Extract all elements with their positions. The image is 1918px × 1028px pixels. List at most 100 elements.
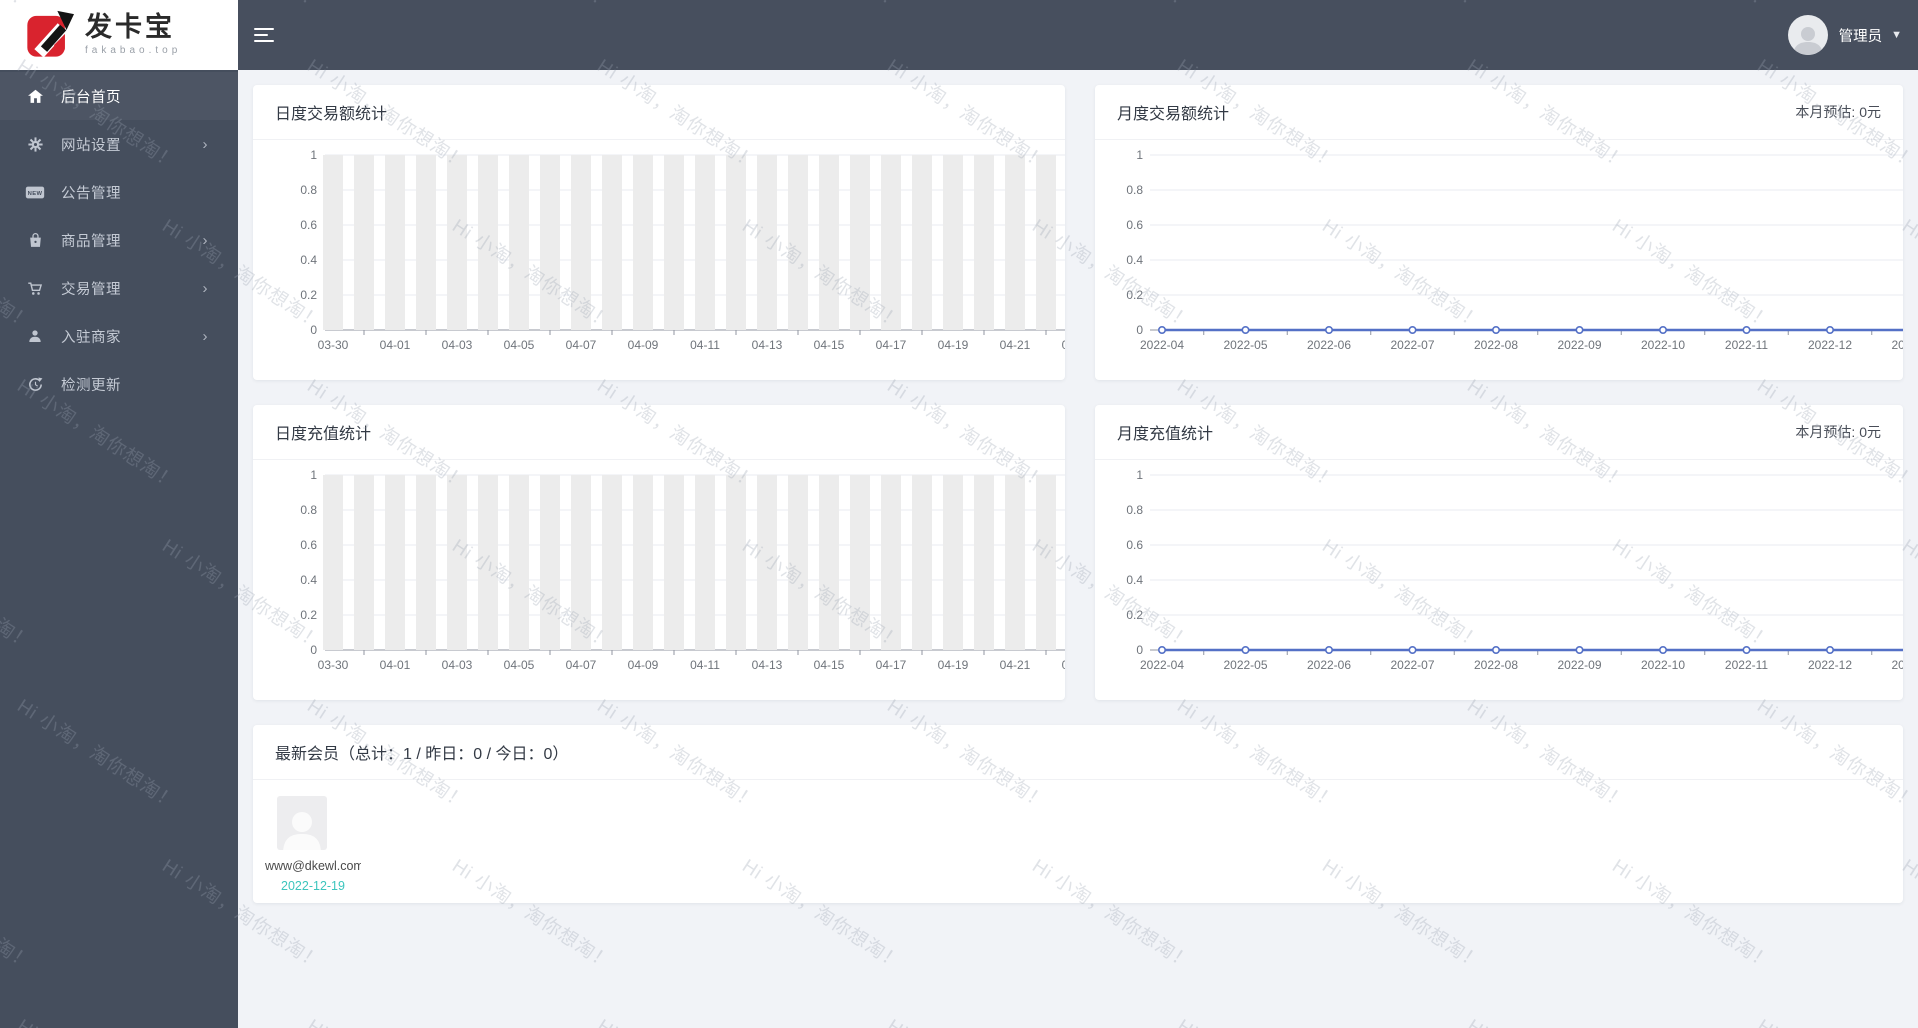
main-content: 日度交易额统计 0 0.2 0.4 0.6 0.8 1 03-30 04-01 04-03 04-… [238,70,1918,1028]
svg-text:0.2: 0.2 [1126,608,1143,622]
card-latest-members: 最新会员（总计：1 / 昨日：0 / 今日：0） www@dkewl.com 2… [253,725,1903,903]
chevron-right-icon: › [202,327,208,345]
svg-text:04-23: 04-23 [1062,658,1065,672]
svg-text:04-15: 04-15 [814,338,845,352]
sidebar-item-label: 交易管理 [61,281,121,298]
card-title: 月度交易额统计 [1117,106,1230,123]
chart-daily-trade: 0 0.2 0.4 0.6 0.8 1 03-30 04-01 04-03 04-05 04-07 0… [253,140,1065,379]
update-icon [24,376,46,393]
svg-text:04-11: 04-11 [690,658,720,672]
svg-text:03-30: 03-30 [318,338,349,352]
sidebar-item-transactions[interactable]: 交易管理 › [0,264,238,312]
svg-text:0.6: 0.6 [300,218,317,232]
svg-text:04-09: 04-09 [628,658,659,672]
top-header: 管理员 ▼ [238,0,1918,70]
sidebar-item-label: 商品管理 [61,233,121,250]
svg-text:04-03: 04-03 [442,338,473,352]
svg-text:04-13: 04-13 [752,338,783,352]
svg-text:0.6: 0.6 [300,538,317,552]
svg-text:NEW: NEW [28,191,43,197]
card-daily-recharge: 日度充值统计 0 0.2 0.4 0.6 0.8 1 03-30 04-01 04-03 04-0… [253,405,1065,700]
svg-text:2022-11: 2022-11 [1725,658,1768,672]
sidebar-item-products[interactable]: 商品管理 › [0,216,238,264]
logo-icon [24,10,74,60]
svg-text:04-15: 04-15 [814,658,845,672]
user-avatar [1787,15,1828,55]
cart-icon [24,280,46,297]
svg-text:04-01: 04-01 [380,658,411,672]
user-menu[interactable]: 管理员 ▼ [1787,15,1902,55]
card-monthly-trade: 月度交易额统计 本月预估: 0元 0 0.2 0.4 0.6 0.8 1 2022-04 20… [1095,85,1903,380]
card-title: 月度充值统计 [1117,426,1214,443]
svg-text:0.2: 0.2 [300,288,317,302]
svg-text:04-19: 04-19 [938,338,969,352]
svg-text:2022-05: 2022-05 [1223,338,1267,352]
svg-text:1: 1 [310,468,317,482]
sidebar-item-label: 后台首页 [61,89,121,106]
svg-text:04-09: 04-09 [628,338,659,352]
caret-down-icon: ▼ [1891,29,1902,41]
app-logo[interactable]: 发卡宝 fakabao.top [0,0,238,70]
sidebar-item-merchants[interactable]: 入驻商家 › [0,312,238,360]
svg-text:0.4: 0.4 [1126,573,1143,587]
sidebar-item-label: 网站设置 [61,137,121,154]
chart-monthly-trade: 0 0.2 0.4 0.6 0.8 1 2022-04 2022-05 2022-06 2022-… [1095,140,1903,379]
svg-text:2022-12: 2022-12 [1808,338,1852,352]
member-register-date: 2022-12-19 [281,879,345,893]
sidebar-item-home[interactable]: 后台首页 [0,72,238,120]
svg-text:0: 0 [1136,643,1143,657]
sidebar-toggle-icon[interactable] [254,18,288,52]
svg-text:2022-04: 2022-04 [1140,658,1184,672]
month-estimate-label: 本月预估: 0元 [1795,424,1881,440]
svg-text:2022-08: 2022-08 [1474,338,1518,352]
brand-domain: fakabao.top [85,45,182,56]
svg-text:0.8: 0.8 [1126,503,1143,517]
svg-text:0.2: 0.2 [1126,288,1143,302]
svg-text:1: 1 [1136,468,1143,482]
svg-text:1: 1 [310,148,317,162]
svg-text:2022-08: 2022-08 [1474,658,1518,672]
svg-text:2022-07: 2022-07 [1390,658,1434,672]
member-avatar [277,796,327,850]
card-daily-trade: 日度交易额统计 0 0.2 0.4 0.6 0.8 1 03-30 04-01 04-03 04-… [253,85,1065,380]
svg-text:2023-01: 2023-01 [1891,658,1903,672]
svg-text:04-17: 04-17 [876,658,907,672]
announcement-new-icon: NEW [24,185,46,200]
svg-text:04-05: 04-05 [504,338,535,352]
sidebar-item-label: 检测更新 [61,377,121,394]
svg-text:2022-06: 2022-06 [1307,338,1351,352]
svg-text:2022-10: 2022-10 [1641,338,1685,352]
chevron-right-icon: › [202,279,208,297]
svg-text:2022-07: 2022-07 [1390,338,1434,352]
svg-text:0.8: 0.8 [1126,183,1143,197]
sidebar-item-site-settings[interactable]: 网站设置 › [0,120,238,168]
svg-text:2022-09: 2022-09 [1557,338,1601,352]
product-bag-icon [24,232,46,249]
user-name: 管理员 [1838,28,1883,45]
home-icon [24,88,46,105]
svg-text:0.6: 0.6 [1126,538,1143,552]
svg-text:0.2: 0.2 [300,608,317,622]
brand-name: 发卡宝 [85,12,175,42]
svg-text:2022-05: 2022-05 [1223,658,1267,672]
svg-text:0: 0 [310,643,317,657]
svg-text:2022-09: 2022-09 [1557,658,1601,672]
svg-text:2022-10: 2022-10 [1641,658,1685,672]
svg-text:04-07: 04-07 [566,338,597,352]
svg-text:04-13: 04-13 [752,658,783,672]
merchant-user-icon [24,328,46,344]
svg-text:04-11: 04-11 [690,338,720,352]
sidebar-item-check-update[interactable]: 检测更新 [0,360,238,408]
svg-text:2022-04: 2022-04 [1140,338,1184,352]
member-email: www@dkewl.com [265,859,361,873]
svg-text:0: 0 [1136,323,1143,337]
sidebar-item-announcements[interactable]: NEW 公告管理 [0,168,238,216]
sidebar: 后台首页 网站设置 › NEW 公告管理 商品管理 › [0,70,238,1028]
sidebar-item-label: 入驻商家 [61,329,121,346]
chart-monthly-recharge: 0 0.2 0.4 0.6 0.8 1 2022-04 2022-05 2022-06 2022-… [1095,460,1903,699]
svg-text:2022-06: 2022-06 [1307,658,1351,672]
sidebar-item-label: 公告管理 [61,185,121,202]
svg-text:04-21: 04-21 [1000,658,1031,672]
svg-text:2023-01: 2023-01 [1891,338,1903,352]
svg-text:04-03: 04-03 [442,658,473,672]
